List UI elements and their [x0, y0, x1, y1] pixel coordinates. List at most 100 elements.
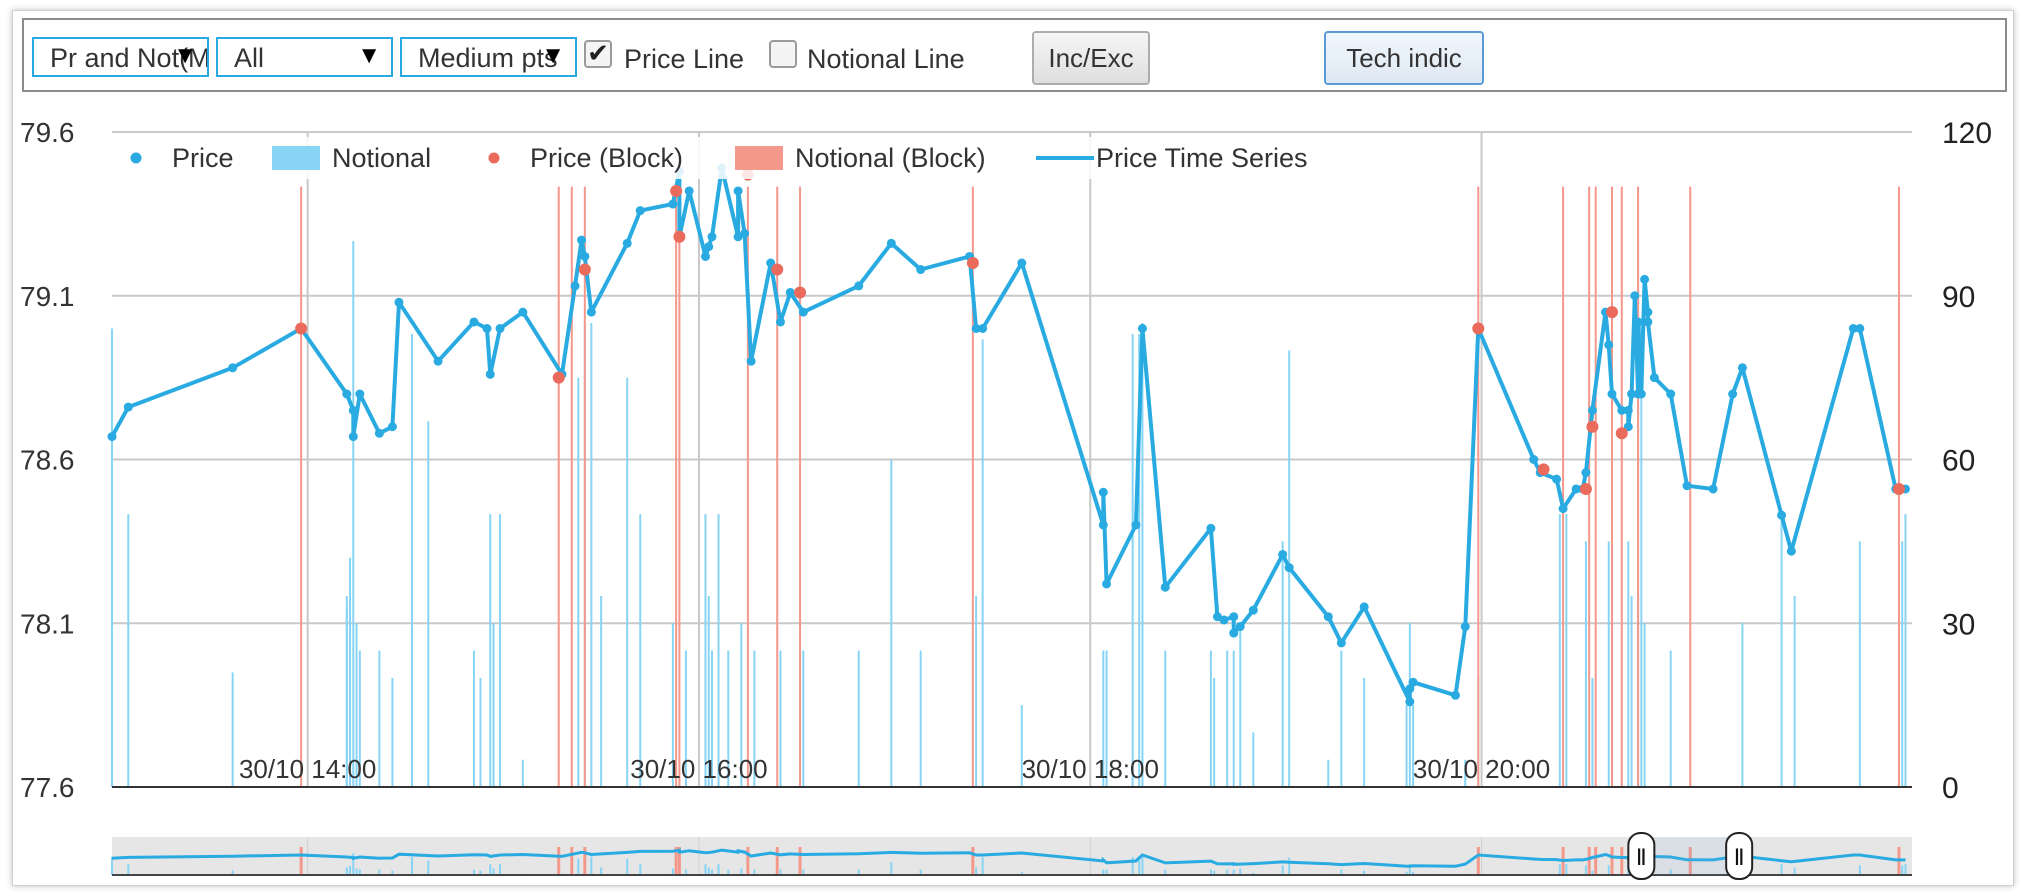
block-price-point [771, 263, 784, 276]
price-point [586, 307, 596, 317]
notional-line-checkbox[interactable] [769, 40, 797, 68]
price-point [775, 317, 785, 327]
price-point [1581, 468, 1591, 478]
y-right-tick-label: 120 [1942, 117, 1992, 150]
price-point [1737, 363, 1747, 373]
block-price-point [1615, 427, 1628, 440]
price-point [916, 265, 926, 275]
price-point [707, 232, 717, 242]
price-point [635, 206, 645, 216]
price-point [1552, 474, 1562, 484]
price-point [1098, 520, 1108, 530]
price-point [1017, 258, 1027, 268]
block-notional-bars [300, 186, 1900, 787]
y-left-tick-label: 79.1 [20, 281, 75, 312]
chevron-down-icon: ▼ [541, 42, 565, 69]
drag-handle-icon: Ⅱ [1636, 846, 1647, 871]
legend-label: Price [172, 143, 234, 173]
price-point [1587, 405, 1597, 415]
price-point [1630, 291, 1640, 301]
price-point [1235, 622, 1245, 632]
navigator-selected-range [1641, 837, 1740, 875]
price-point [1643, 307, 1653, 317]
navigator-left-handle[interactable] [1627, 832, 1656, 880]
chevron-down-icon: ▼ [173, 42, 197, 69]
price-point [570, 281, 580, 291]
price-point [1855, 324, 1865, 333]
block-price-point [552, 371, 565, 384]
price-point [433, 356, 443, 366]
tick-labels: 79.6 79.1 78.6 78.1 77.6 120 90 60 30 0 30/10 14:0… [20, 117, 1992, 805]
price-point [668, 199, 678, 209]
y-right-tick-label: 60 [1942, 445, 1975, 478]
notional-bars [111, 241, 1907, 787]
price-point [971, 324, 981, 333]
point-size-dropdown[interactable]: Medium pts ▼ [400, 37, 577, 77]
block-price-point [966, 257, 979, 269]
price-point [700, 251, 710, 261]
filter-select-value: All [234, 43, 265, 73]
price-point [1359, 602, 1369, 612]
inc-exc-button[interactable]: Inc/Exc [1032, 31, 1150, 85]
x-tick-label: 30/10 14:00 [239, 754, 376, 784]
price-point [374, 428, 384, 438]
price-point [1604, 340, 1614, 350]
price-point [1777, 510, 1787, 520]
filter-select-dropdown[interactable]: All ▼ [216, 37, 393, 77]
price-point [469, 317, 479, 327]
block-price-point [673, 230, 686, 243]
price-point [1137, 324, 1147, 333]
price-point [1708, 484, 1718, 494]
price-point [1206, 523, 1216, 533]
price-point [1643, 317, 1653, 327]
price-line-checkbox[interactable]: ✔ [584, 40, 612, 68]
price-point [1636, 389, 1646, 399]
price-point [1623, 405, 1633, 415]
price-point [854, 281, 864, 291]
price-point [798, 307, 808, 317]
price-point [622, 238, 632, 248]
legend-marker-bar [735, 146, 783, 170]
price-point [1786, 546, 1796, 556]
price-series [107, 163, 1910, 707]
price-point [387, 422, 397, 432]
block-price-point [670, 184, 683, 197]
price-point [766, 258, 776, 268]
price-point [518, 307, 528, 317]
notional-line-label: Notional Line [807, 44, 965, 74]
series-select-dropdown[interactable]: Pr and Not(M ▼ [32, 37, 209, 77]
chevron-down-icon: ▼ [357, 42, 381, 69]
price-point [107, 432, 117, 442]
price-line-label: Price Line [624, 44, 745, 74]
price-point [1229, 628, 1239, 638]
block-price-point [1579, 482, 1592, 495]
price-point [394, 297, 404, 307]
navigator-right-handle[interactable] [1725, 832, 1754, 880]
block-price-point [1472, 322, 1485, 335]
price-point [1571, 484, 1581, 494]
price-point [1248, 605, 1258, 615]
block-price-point [1586, 420, 1599, 433]
price-point [1607, 389, 1617, 399]
price-point [348, 432, 358, 442]
price-point [746, 356, 756, 366]
price-point [1529, 455, 1539, 464]
block-price-point [1892, 482, 1905, 495]
block-price-point [1537, 463, 1550, 476]
price-point [1460, 622, 1470, 632]
price-point [1627, 389, 1637, 399]
price-point [1640, 274, 1650, 284]
tech-indic-button[interactable]: Tech indic [1324, 31, 1484, 85]
price-point [1649, 373, 1659, 383]
price-point [1450, 690, 1460, 700]
price-point [355, 389, 365, 399]
price-point [1323, 612, 1333, 622]
price-point [1633, 317, 1643, 327]
price-point [1098, 487, 1108, 497]
y-left-tick-label: 78.6 [20, 445, 75, 476]
toolbar: Pr and Not(M ▼ All ▼ Medium pts ▼ ✔ Pric… [22, 18, 2007, 92]
legend: Price Notional Price (Block) Notional (Bloc… [120, 137, 1308, 179]
price-point [733, 186, 743, 196]
price-point [342, 389, 352, 399]
